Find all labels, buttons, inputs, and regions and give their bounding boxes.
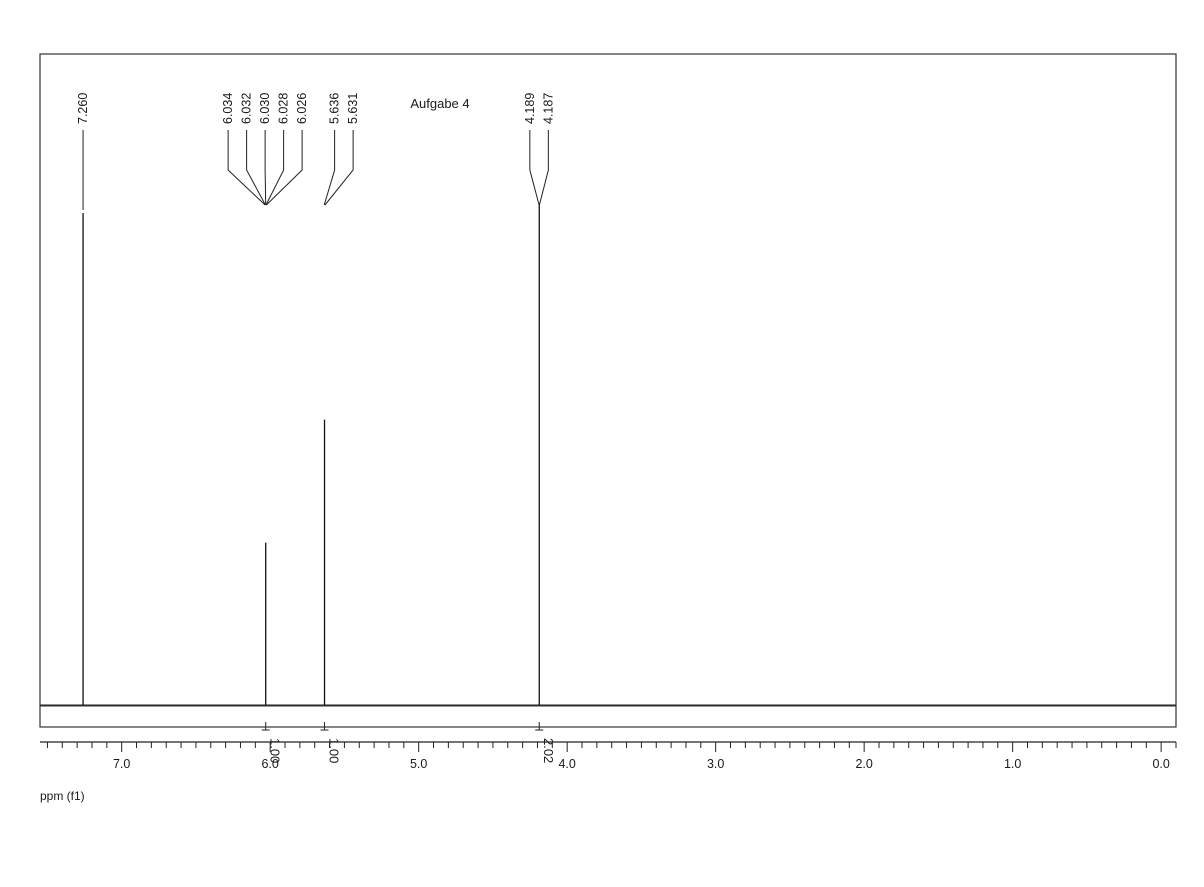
peak-label-4: 6.028 [277,93,291,124]
peak-label-9: 4.187 [541,93,555,124]
peaks-layer [82,203,540,705]
integral-value-2: 2.02 [541,738,556,763]
peak-label-connector-4 [265,130,285,206]
x-tick-label-1: 6.0 [261,757,278,771]
peak-label-connector-5 [265,130,303,206]
peak-label-connector-8 [529,130,540,206]
peak-label-5: 6.026 [295,93,309,124]
spectrum-frame [39,53,1177,728]
peak-label-connector-1 [227,130,266,206]
integral-value-1: 1.00 [327,738,342,763]
chart-title: Aufgabe 4 [410,96,469,111]
x-tick-label-6: 1.0 [1004,757,1021,771]
peak-label-connector-3 [264,130,267,206]
x-tick-label-3: 4.0 [558,757,575,771]
integral-bracket-0 [261,722,270,731]
peak-label-connector-6 [323,130,336,206]
x-ticks-layer: 7.0 6.0 5.0 4.0 3.0 2.0 1.0 0.0 [46,742,1177,771]
peak-label-7: 5.631 [346,93,360,124]
peak-label-0: 7.260 [76,93,90,124]
integral-value-0: 1.00 [268,738,283,763]
integrals-layer: 1.00 1.00 2.02 [261,722,556,763]
peak-labels-layer: 7.260 6.034 6.032 6.030 6.028 6.026 5.636 5.631… [76,93,555,210]
peak-label-2: 6.032 [240,93,254,124]
integral-bracket-1 [320,722,329,731]
peak-label-8: 4.189 [523,93,537,124]
x-tick-label-7: 0.0 [1152,757,1169,771]
integral-bracket-2 [535,722,544,731]
peak-label-1: 6.034 [221,93,235,124]
x-tick-label-5: 2.0 [855,757,872,771]
peak-label-3: 6.030 [258,93,272,124]
peak-label-connector-9 [538,130,549,206]
peak-label-connector-2 [246,130,266,206]
peak-label-6: 5.636 [328,93,342,124]
x-tick-label-0: 7.0 [113,757,130,771]
x-axis-label: ppm (f1) [40,789,85,803]
x-tick-label-4: 3.0 [707,757,724,771]
peak-label-connector-7 [324,130,354,206]
x-tick-label-2: 5.0 [410,757,427,771]
